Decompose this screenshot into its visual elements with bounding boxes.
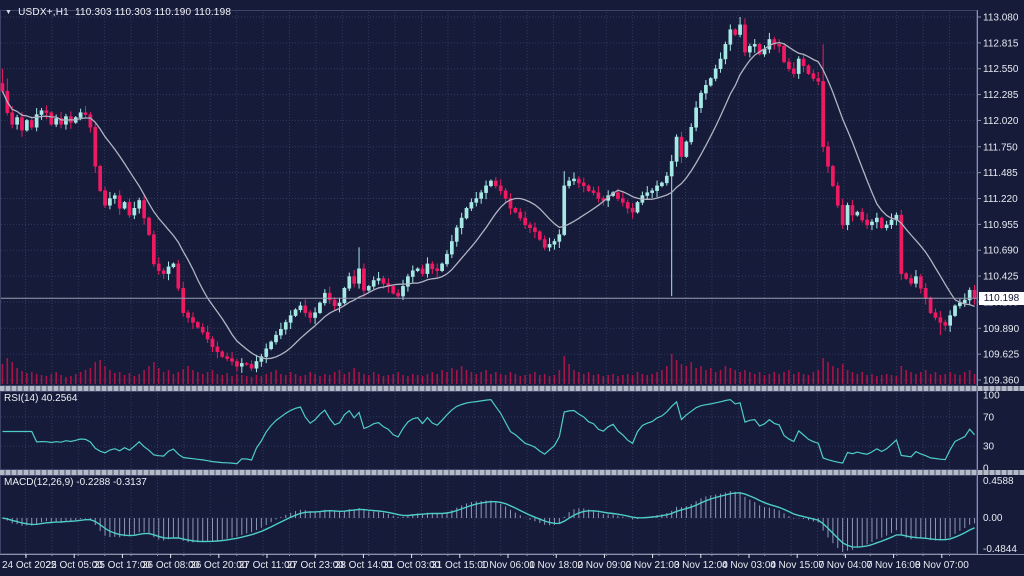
svg-text:-0.4844: -0.4844: [983, 544, 1017, 555]
svg-text:113.080: 113.080: [983, 13, 1019, 24]
svg-text:31 Oct 03:00: 31 Oct 03:00: [383, 560, 441, 571]
panel-separator-rsi-macd[interactable]: [0, 470, 1024, 475]
svg-text:110.690: 110.690: [983, 246, 1019, 257]
svg-text:26 Oct 08:00: 26 Oct 08:00: [142, 560, 200, 571]
time-axis[interactable]: [0, 554, 978, 576]
symbol-info: ▼ USDX+,H1 110.303 110.303 110.190 110.1…: [5, 7, 231, 18]
svg-text:111.485: 111.485: [983, 168, 1018, 179]
symbol-title: USDX+,H1: [18, 7, 69, 18]
svg-text:28 Oct 14:00: 28 Oct 14:00: [335, 560, 393, 571]
panel-separator-main-rsi[interactable]: [0, 386, 1024, 391]
svg-text:109.625: 109.625: [983, 350, 1020, 361]
svg-text:112.020: 112.020: [983, 116, 1019, 127]
symbol-ohlc: 110.303 110.303 110.190 110.198: [74, 7, 232, 18]
svg-text:0: 0: [983, 464, 989, 475]
price-axis[interactable]: [978, 10, 1024, 554]
svg-text:109.360: 109.360: [983, 376, 1020, 387]
svg-text:111.750: 111.750: [983, 142, 1018, 153]
svg-text:70: 70: [983, 412, 995, 423]
svg-text:2 Nov 09:00: 2 Nov 09:00: [577, 560, 631, 571]
svg-text:109.890: 109.890: [983, 324, 1020, 335]
svg-text:2 Nov 21:00: 2 Nov 21:00: [626, 560, 680, 571]
svg-text:110.425: 110.425: [983, 272, 1019, 283]
svg-text:112.815: 112.815: [983, 38, 1019, 49]
svg-text:31 Oct 15:00: 31 Oct 15:00: [431, 560, 489, 571]
svg-text:111.220: 111.220: [983, 194, 1018, 205]
svg-text:0.00: 0.00: [983, 513, 1003, 524]
svg-text:27 Oct 11:00: 27 Oct 11:00: [239, 560, 296, 571]
current-price-tag: 110.198: [979, 292, 1024, 305]
svg-text:7 Nov 04:00: 7 Nov 04:00: [818, 560, 872, 571]
svg-text:112.550: 112.550: [983, 64, 1019, 75]
svg-text:100: 100: [983, 391, 1000, 402]
rsi-indicator-label: RSI(14) 40.2564: [4, 393, 78, 404]
svg-text:30: 30: [983, 442, 995, 453]
svg-text:110.955: 110.955: [983, 220, 1019, 231]
svg-text:3 Nov 12:00: 3 Nov 12:00: [674, 560, 728, 571]
svg-text:8 Nov 07:00: 8 Nov 07:00: [915, 560, 969, 571]
svg-text:24 Oct 2022: 24 Oct 2022: [2, 560, 57, 571]
svg-text:26 Oct 20:00: 26 Oct 20:00: [190, 560, 248, 571]
svg-text:1 Nov 06:00: 1 Nov 06:00: [481, 560, 535, 571]
svg-text:7 Nov 16:00: 7 Nov 16:00: [867, 560, 921, 571]
svg-text:112.285: 112.285: [983, 90, 1019, 101]
svg-text:0.4588: 0.4588: [983, 476, 1014, 487]
svg-text:25 Oct 05:00: 25 Oct 05:00: [46, 560, 104, 571]
macd-indicator-label: MACD(12,26,9) -0.2288 -0.3137: [4, 477, 147, 488]
collapse-arrow-icon[interactable]: ▼: [5, 9, 13, 16]
svg-text:27 Oct 23:00: 27 Oct 23:00: [287, 560, 345, 571]
svg-text:25 Oct 17:00: 25 Oct 17:00: [94, 560, 152, 571]
svg-text:4 Nov 03:00: 4 Nov 03:00: [722, 560, 776, 571]
svg-text:1 Nov 18:00: 1 Nov 18:00: [529, 560, 583, 571]
svg-text:4 Nov 15:00: 4 Nov 15:00: [770, 560, 824, 571]
